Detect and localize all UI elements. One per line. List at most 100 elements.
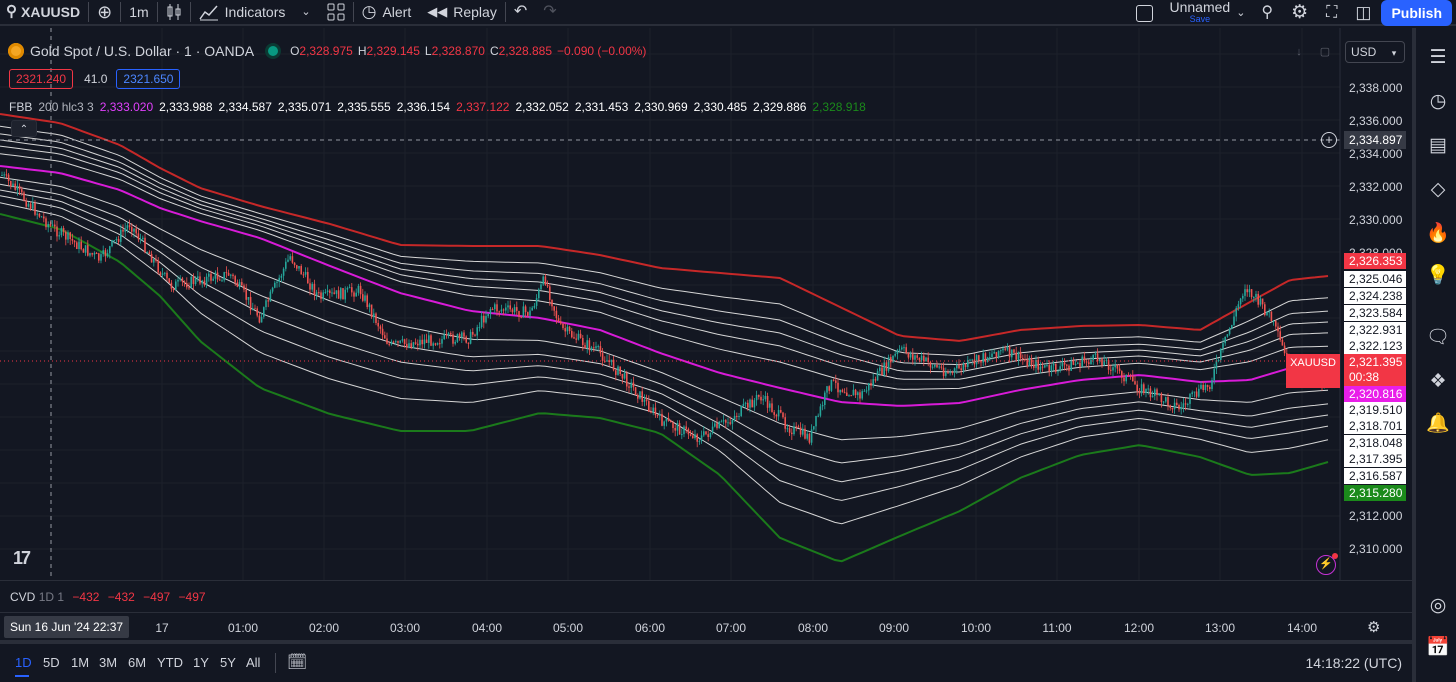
scroll-down-icon[interactable]: ↓ <box>1296 46 1302 58</box>
layout-name-button[interactable]: Unnamed Save <box>1169 0 1230 25</box>
notifications-bell-icon[interactable]: 🔔 <box>1426 413 1450 434</box>
candle-body <box>793 426 795 435</box>
fullscreen-icon[interactable]: ⛶ <box>1326 4 1338 21</box>
indicators-button[interactable]: Indicators <box>191 0 294 25</box>
buy-price-button[interactable]: 2321.650 <box>116 69 181 89</box>
camera-icon[interactable]: ◫ <box>1355 3 1372 22</box>
candle-body <box>1270 311 1273 322</box>
time-axis[interactable]: 17 01:00 02:00 03:00 04:00 05:00 06:00 07:00 08:… <box>0 612 1412 640</box>
currency-select[interactable]: USD ▾ <box>1345 41 1405 63</box>
candle-body <box>346 287 349 290</box>
layout-select-checkbox[interactable] <box>1136 4 1154 22</box>
range-button-3m[interactable]: 3M <box>99 655 118 670</box>
candle-body <box>773 412 775 415</box>
chat-icon[interactable]: 🗨 <box>1426 327 1451 348</box>
candle-body <box>771 403 773 413</box>
cvd-legend[interactable]: CVD 1D 1 −432 −432 −497 −497 <box>10 590 206 604</box>
candle-body <box>489 309 492 314</box>
compare-symbol-button[interactable]: ⊕ <box>89 0 120 25</box>
indicators-dropdown[interactable]: ⌄ <box>293 0 318 25</box>
candle-body <box>1206 385 1209 387</box>
range-button-ytd[interactable]: YTD <box>157 655 183 670</box>
quick-search-icon[interactable]: ⚲ <box>1261 4 1274 21</box>
replay-button[interactable]: ◀◀ Replay <box>419 0 505 25</box>
candle-body <box>507 305 509 308</box>
interval-button[interactable]: 1m <box>121 0 156 25</box>
candle-body <box>619 366 621 374</box>
candle-body <box>423 339 426 345</box>
candle-body <box>381 328 384 336</box>
candle-body <box>78 241 80 249</box>
candle-body <box>868 383 870 391</box>
candle-body <box>390 341 393 345</box>
alarm-clock-icon[interactable]: ◷ <box>1429 91 1447 112</box>
layout-templates-button[interactable] <box>319 0 353 25</box>
sell-price-button[interactable]: 2321.240 <box>9 69 74 89</box>
object-tree-icon[interactable]: ▤ <box>1429 135 1447 156</box>
low-value: 2,328.870 <box>431 44 485 58</box>
candle-body <box>777 410 780 417</box>
candle-body <box>463 332 465 337</box>
range-button-6m[interactable]: 6M <box>128 655 147 670</box>
range-button-1m[interactable]: 1M <box>71 655 90 670</box>
change-value: −0.090 (−0.00%) <box>557 44 647 58</box>
layout-chevron-down-icon[interactable]: ⌄ <box>1236 7 1246 19</box>
symbol-search-button[interactable]: ⚲ XAUUSD <box>0 0 88 25</box>
candle-body <box>568 326 571 331</box>
candle-body <box>324 292 327 293</box>
fbb-indicator-legend[interactable]: FBB 200 hlc3 3 2,333.020 2,333.988 2,334.5… <box>9 100 872 114</box>
layers-icon[interactable]: ◇ <box>1430 179 1446 200</box>
axis-settings-gear-icon[interactable]: ⚙ <box>1367 619 1381 636</box>
collapse-legend-button[interactable]: ⌃ <box>11 120 37 137</box>
chart-pane[interactable]: Gold Spot / U.S. Dollar · 1 · OANDA O 2,3… <box>0 28 1412 580</box>
candle-body <box>373 313 375 317</box>
candle-body <box>1090 360 1092 365</box>
calendar-icon[interactable]: 📅 <box>1426 637 1450 658</box>
candle-body <box>901 347 903 350</box>
symbol-title[interactable]: Gold Spot / U.S. Dollar · 1 · OANDA <box>30 43 255 59</box>
range-button-5d[interactable]: 5D <box>43 655 60 670</box>
add-alert-plus-icon[interactable]: + <box>1321 132 1337 148</box>
candle-body <box>1099 358 1101 362</box>
range-button-5y[interactable]: 5Y <box>220 655 236 670</box>
candle-body <box>945 372 947 376</box>
candle-body <box>540 284 542 290</box>
candle-body <box>1220 348 1222 360</box>
candle-body <box>439 343 441 345</box>
candle-body <box>696 434 698 442</box>
utc-clock[interactable]: 14:18:22 (UTC) <box>1305 655 1402 671</box>
candle-body <box>153 259 155 263</box>
settings-gear-icon[interactable]: ⚙ <box>1291 2 1309 23</box>
redo-button[interactable]: ↷ <box>535 0 564 25</box>
price-chart[interactable] <box>0 28 1412 580</box>
auto-scale-icon[interactable]: ▢ <box>1319 46 1331 58</box>
range-button-all[interactable]: All <box>246 655 261 670</box>
cvd-pane[interactable]: CVD 1D 1 −432 −432 −497 −497 <box>0 580 1412 612</box>
candle-body <box>628 386 630 388</box>
redo-icon: ↷ <box>543 3 557 20</box>
chart-type-button[interactable] <box>158 0 190 25</box>
goto-date-calendar-icon[interactable]: 🗓 <box>287 654 308 671</box>
alert-button[interactable]: ◷ Alert <box>354 0 420 25</box>
candle-body <box>758 395 760 397</box>
range-button-1d[interactable]: 1D <box>15 655 32 670</box>
range-button-1y[interactable]: 1Y <box>193 655 209 670</box>
candle-body <box>159 272 162 275</box>
tradingview-logo[interactable]: 17 <box>13 548 31 568</box>
layout-save-hint: Save <box>1189 14 1211 24</box>
candle-body <box>819 406 822 416</box>
time-tick-label: 08:00 <box>797 621 829 635</box>
broadcast-icon[interactable]: ❖ <box>1429 371 1447 392</box>
ideas-bulb-icon[interactable]: 💡 <box>1426 265 1450 286</box>
candle-body <box>872 379 874 386</box>
candle-body <box>650 411 652 413</box>
publish-button[interactable]: Publish <box>1381 0 1452 26</box>
symbol-label: XAUUSD <box>21 4 81 20</box>
candle-body <box>885 362 888 371</box>
watchlist-icon[interactable]: ☰ <box>1429 47 1447 68</box>
undo-button[interactable]: ↶ <box>506 0 535 25</box>
candle-body <box>351 287 353 293</box>
hotlist-flame-icon[interactable]: 🔥 <box>1426 223 1450 244</box>
lightning-icon[interactable]: ⚡ <box>1316 553 1338 575</box>
target-icon[interactable]: ◎ <box>1429 595 1447 616</box>
